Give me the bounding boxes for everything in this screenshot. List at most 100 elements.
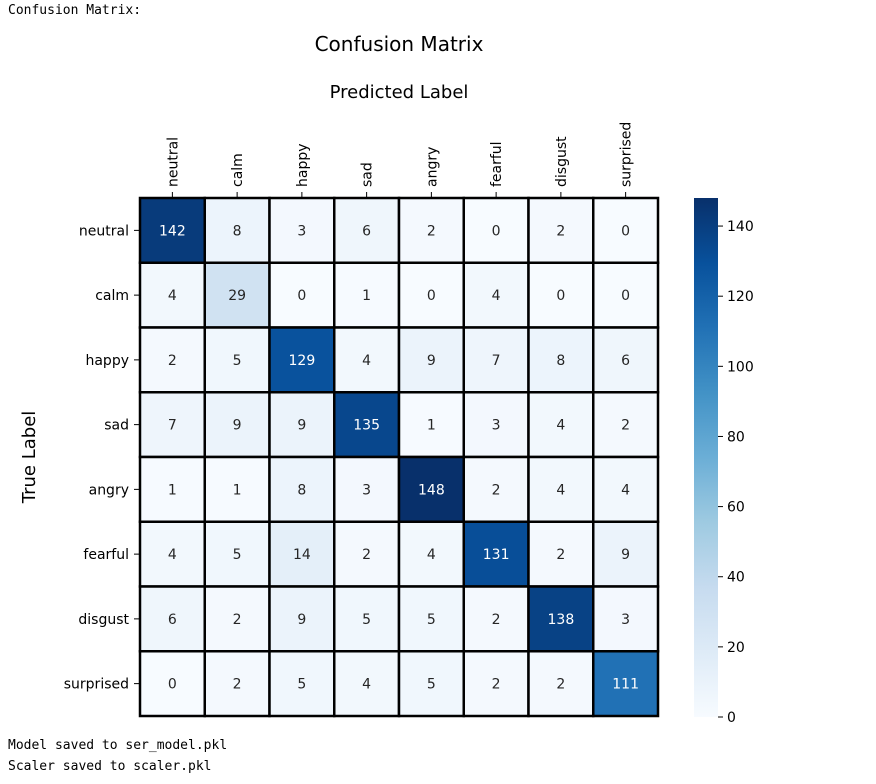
cell-value-label: 2 xyxy=(362,547,371,563)
heatmap-cell xyxy=(592,650,660,718)
cell-value-label: 1 xyxy=(233,482,242,498)
cell-value-label: 0 xyxy=(621,223,630,239)
x-tick-label: neutral xyxy=(165,137,181,187)
heatmap-cell xyxy=(397,391,465,459)
y-tick-label: disgust xyxy=(78,612,129,628)
cell-value-label: 5 xyxy=(233,353,242,369)
cell-value-label: 3 xyxy=(362,482,371,498)
colorbar-tick-label: 140 xyxy=(727,219,754,235)
x-axis-label: Predicted Label xyxy=(330,82,469,103)
colorbar-tick-label: 80 xyxy=(727,429,745,445)
cell-value-label: 2 xyxy=(168,353,177,369)
cell-value-label: 0 xyxy=(168,677,177,693)
cell-value-label: 0 xyxy=(427,288,436,304)
y-tick-label: calm xyxy=(95,288,129,304)
y-tick-label: happy xyxy=(85,353,129,369)
cell-value-label: 142 xyxy=(159,223,186,239)
y-tick-label: sad xyxy=(104,418,129,434)
cell-value-label: 9 xyxy=(297,612,306,628)
cell-value-label: 6 xyxy=(621,353,630,369)
colorbar-tick-label: 40 xyxy=(727,570,745,586)
cell-value-label: 1 xyxy=(362,288,371,304)
heatmap-cell xyxy=(203,455,271,523)
heatmap-cell xyxy=(333,391,401,459)
colorbar-ticks: 0 20 40 60 80 100 120 140 xyxy=(718,219,754,726)
cell-value-label: 0 xyxy=(492,223,501,239)
y-tick-label: fearful xyxy=(83,547,129,563)
cell-value-label: 2 xyxy=(492,482,501,498)
cell-value-label: 4 xyxy=(362,677,371,693)
console-model-saved-text: Model saved to ser_model.pkl xyxy=(8,738,228,753)
cell-value-label: 14 xyxy=(293,547,311,563)
heatmap-cell xyxy=(592,520,660,588)
heatmap-cell xyxy=(397,455,465,523)
cell-value-label: 2 xyxy=(621,418,630,434)
heatmap-cell xyxy=(203,326,271,394)
heatmap-cell xyxy=(268,326,336,394)
cell-value-label: 1 xyxy=(168,482,177,498)
cell-value-label: 9 xyxy=(427,353,436,369)
colorbar-tick-label: 0 xyxy=(727,710,736,726)
console-header-text: Confusion Matrix: xyxy=(8,3,142,18)
x-tick-label: angry xyxy=(424,147,440,187)
cell-value-label: 7 xyxy=(492,353,501,369)
heatmap-cell xyxy=(462,585,530,653)
cell-value-label: 138 xyxy=(548,612,575,628)
y-tick-label: surprised xyxy=(64,677,129,693)
cell-value-label: 4 xyxy=(168,288,177,304)
cell-value-label: 5 xyxy=(233,547,242,563)
heatmap-cell xyxy=(333,261,401,329)
cell-value-label: 5 xyxy=(427,677,436,693)
heatmap-cell xyxy=(397,650,465,718)
chart-title: Confusion Matrix xyxy=(315,32,484,56)
heatmap-cell xyxy=(138,196,206,264)
cell-value-label: 4 xyxy=(168,547,177,563)
y-axis-ticks: neutral calm happy sad angry fearful disgust su… xyxy=(64,223,140,693)
cell-value-label: 1 xyxy=(427,418,436,434)
cell-value-label: 5 xyxy=(362,612,371,628)
cell-value-label: 4 xyxy=(427,547,436,563)
x-tick-label: disgust xyxy=(554,136,570,187)
heatmap-cell xyxy=(268,196,336,264)
colorbar-gradient xyxy=(694,198,718,717)
heatmap-cell xyxy=(268,261,336,329)
heatmap-cell xyxy=(592,326,660,394)
cell-value-label: 6 xyxy=(362,223,371,239)
cell-value-label: 129 xyxy=(289,353,316,369)
console-scaler-saved-text: Scaler saved to scaler.pkl xyxy=(8,759,212,774)
cell-value-label: 3 xyxy=(621,612,630,628)
cell-value-label: 0 xyxy=(621,288,630,304)
cell-value-label: 4 xyxy=(621,482,630,498)
cell-value-label: 3 xyxy=(492,418,501,434)
cell-value-label: 7 xyxy=(168,418,177,434)
x-axis-ticks: neutral calm happy sad angry fearful disgust su… xyxy=(165,122,635,198)
heatmap-cell xyxy=(462,650,530,718)
heatmap-cell xyxy=(333,520,401,588)
heatmap-cell xyxy=(268,455,336,523)
cell-value-label: 2 xyxy=(492,612,501,628)
colorbar-tick-label: 60 xyxy=(727,500,745,516)
heatmap-cells: 142 8 3 6 2 0 2 04 29 0 1 0 4 0 02 5 129 4 9 7 8 67 9 9 135 1 3 4 21… xyxy=(138,196,660,718)
cell-value-label: 2 xyxy=(492,677,501,693)
x-tick-label: happy xyxy=(295,143,311,187)
colorbar-tick-label: 20 xyxy=(727,640,745,656)
cell-value-label: 2 xyxy=(233,677,242,693)
heatmap-cell xyxy=(462,326,530,394)
colorbar-tick-label: 120 xyxy=(727,289,754,305)
colorbar-tick-label: 100 xyxy=(727,359,754,375)
cell-value-label: 5 xyxy=(297,677,306,693)
cell-value-label: 148 xyxy=(418,482,445,498)
cell-value-label: 0 xyxy=(297,288,306,304)
x-tick-label: surprised xyxy=(619,122,635,187)
cell-value-label: 8 xyxy=(297,482,306,498)
cell-value-label: 8 xyxy=(556,353,565,369)
cell-value-label: 0 xyxy=(556,288,565,304)
cell-value-label: 2 xyxy=(427,223,436,239)
heatmap-cell xyxy=(527,455,595,523)
cell-value-label: 9 xyxy=(297,418,306,434)
cell-value-label: 5 xyxy=(427,612,436,628)
cell-value-label: 4 xyxy=(556,482,565,498)
cell-value-label: 4 xyxy=(362,353,371,369)
cell-value-label: 2 xyxy=(233,612,242,628)
cell-value-label: 135 xyxy=(353,418,380,434)
